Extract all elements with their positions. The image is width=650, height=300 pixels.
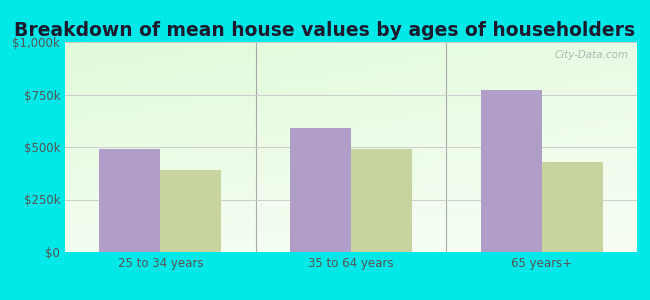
Bar [99, 149, 161, 252]
Text: City-Data.com: City-Data.com [554, 50, 629, 60]
Legend: Brandywine, Maryland: Brandywine, Maryland [233, 296, 469, 300]
Bar [480, 90, 541, 252]
Bar [290, 128, 351, 252]
Text: Breakdown of mean house values by ages of householders: Breakdown of mean house values by ages o… [14, 21, 636, 40]
Bar [541, 162, 603, 252]
Bar [161, 170, 222, 252]
Bar [351, 149, 412, 252]
